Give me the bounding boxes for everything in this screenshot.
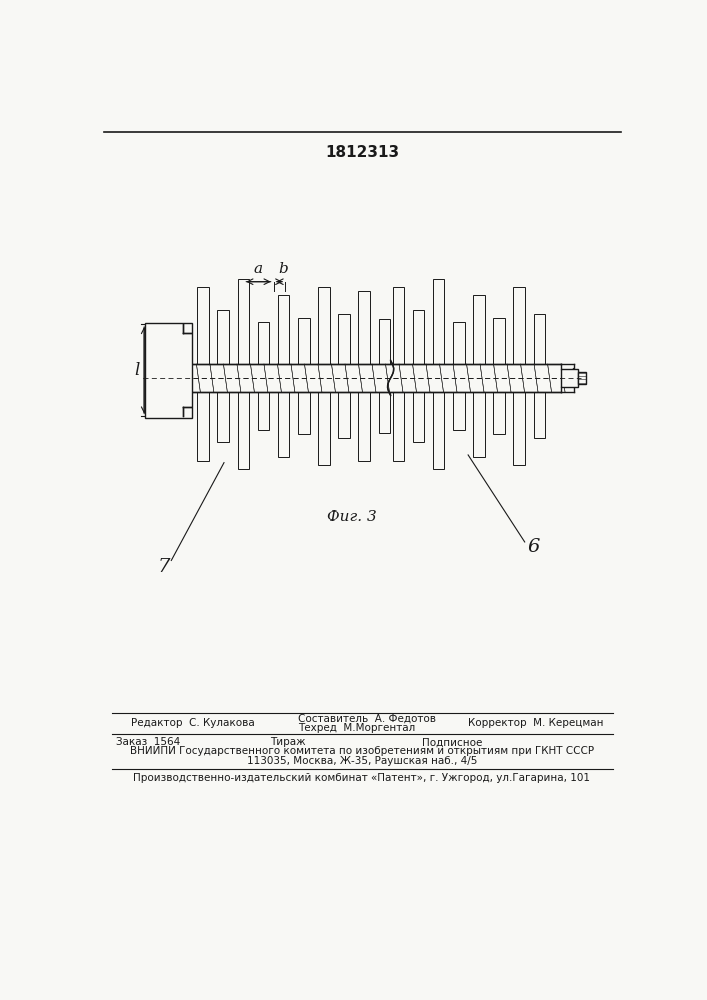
Bar — [339, 392, 350, 438]
Bar — [578, 372, 586, 384]
Bar — [358, 291, 370, 364]
Text: 113035, Москва, Ж-35, Раушская наб., 4/5: 113035, Москва, Ж-35, Раушская наб., 4/5 — [247, 756, 477, 766]
Bar — [218, 310, 229, 364]
Text: Подписное: Подписное — [421, 737, 482, 747]
Bar — [146, 324, 191, 416]
Bar — [493, 392, 505, 434]
Text: Тираж: Тираж — [271, 737, 306, 747]
Bar — [238, 279, 249, 364]
Bar — [339, 314, 350, 364]
Bar — [392, 287, 404, 364]
Text: 6: 6 — [528, 538, 540, 556]
Bar — [146, 324, 191, 416]
Bar — [561, 369, 578, 387]
Bar — [197, 392, 209, 461]
Bar — [278, 392, 289, 457]
Bar — [473, 392, 485, 457]
Text: Фиг. 3: Фиг. 3 — [327, 510, 377, 524]
Bar — [534, 314, 545, 364]
Text: 1812313: 1812313 — [325, 145, 399, 160]
Bar — [453, 392, 464, 430]
Text: ВНИИПИ Государственного комитета по изобретениям и открытиям при ГКНТ СССР: ВНИИПИ Государственного комитета по изоб… — [130, 746, 594, 756]
Bar — [298, 318, 310, 364]
Bar — [433, 279, 445, 364]
Bar — [433, 392, 445, 469]
Text: a: a — [254, 262, 263, 276]
Bar — [379, 319, 390, 364]
Bar — [278, 295, 289, 364]
Bar — [513, 287, 525, 364]
Bar — [298, 392, 310, 434]
Bar — [238, 392, 249, 469]
Bar — [318, 392, 329, 465]
Bar — [358, 392, 370, 461]
Bar — [258, 392, 269, 430]
Bar — [218, 392, 229, 442]
Text: Заказ  1564: Заказ 1564 — [115, 737, 180, 747]
Bar — [258, 322, 269, 364]
Bar — [453, 322, 464, 364]
Bar — [413, 392, 424, 442]
Bar — [413, 310, 424, 364]
Text: l: l — [134, 362, 140, 379]
Text: 7: 7 — [158, 558, 170, 576]
Bar — [534, 392, 545, 438]
Bar — [493, 318, 505, 364]
Text: b: b — [279, 262, 288, 276]
Text: Производственно-издательский комбинат «Патент», г. Ужгород, ул.Гагарина, 101: Производственно-издательский комбинат «П… — [134, 773, 590, 783]
Bar — [379, 392, 390, 433]
Bar — [145, 323, 192, 418]
Text: Техред  М.Моргентал: Техред М.Моргентал — [298, 723, 415, 733]
Bar — [197, 287, 209, 364]
Bar — [473, 295, 485, 364]
Text: Составитель  А. Федотов: Составитель А. Федотов — [298, 714, 436, 724]
Bar — [392, 392, 404, 461]
Bar — [513, 392, 525, 465]
Text: Редактор  С. Кулакова: Редактор С. Кулакова — [131, 718, 255, 728]
Bar — [318, 287, 329, 364]
Text: Корректор  М. Керецман: Корректор М. Керецман — [468, 718, 604, 728]
